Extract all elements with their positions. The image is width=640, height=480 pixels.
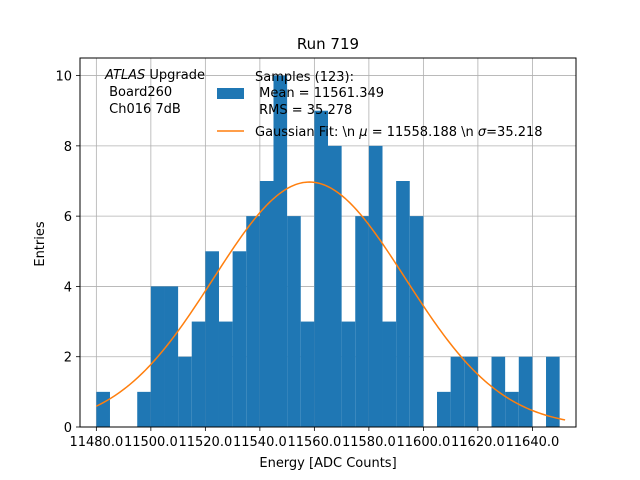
histogram-bar	[450, 356, 465, 427]
histogram-bar	[355, 216, 369, 427]
annotation-atlas: ATLAS	[104, 68, 145, 83]
legend-fit-prefix: Gaussian Fit: \n	[255, 125, 359, 140]
x-tick-label: 11620.0	[451, 435, 505, 450]
histogram-bar	[218, 321, 233, 427]
y-tick-label: 4	[64, 280, 72, 295]
x-tick-label: 11520.0	[178, 435, 232, 450]
histogram-bar	[287, 216, 301, 427]
x-tick-label: 11500.0	[124, 435, 178, 450]
y-tick-label: 10	[55, 70, 72, 85]
legend-fit-text: Gaussian Fit: \n μ = 11558.188 \n σ=35.2…	[255, 125, 543, 140]
x-tick-label: 11540.0	[233, 435, 287, 450]
histogram-bar	[396, 181, 410, 427]
histogram-bar	[368, 145, 383, 427]
legend-fit-sigma-value: =35.218	[486, 125, 542, 140]
legend-swatch-samples	[217, 88, 244, 99]
legend-samples-line-2: Mean = 11561.349	[255, 86, 384, 101]
histogram-bar	[178, 356, 192, 427]
histogram-bar	[409, 216, 424, 427]
histogram-bar	[96, 391, 110, 427]
histogram-bars	[96, 75, 560, 428]
histogram-bar	[341, 321, 356, 427]
histogram-bar	[191, 321, 206, 427]
legend-fit-sigma-symbol: σ	[478, 125, 487, 140]
histogram-bar	[546, 356, 560, 427]
histogram-bar	[505, 391, 519, 427]
legend: Samples (123): Mean = 11561.349 RMS = 35…	[217, 70, 543, 140]
histogram-bar	[314, 110, 328, 427]
x-tick-label: 11480.0	[69, 435, 123, 450]
histogram-bar	[273, 75, 288, 428]
histogram-bar	[382, 321, 397, 427]
y-tick-label: 8	[64, 140, 72, 155]
plot-frame	[79, 57, 577, 428]
y-tick-label: 6	[64, 210, 72, 225]
histogram-bar	[205, 251, 219, 427]
histogram-bar	[437, 391, 451, 427]
x-tick-label: 11600.0	[397, 435, 451, 450]
annotation-line-3: Ch016 7dB	[105, 102, 181, 117]
histogram-bar	[518, 356, 533, 427]
legend-fit-mu-value: = 11558.188 \n	[368, 125, 478, 140]
histogram-bar	[328, 145, 342, 427]
y-axis-label: Entries	[33, 221, 48, 267]
y-tick-label: 2	[64, 351, 72, 366]
histogram-bar	[232, 251, 247, 427]
gaussian-fit-line	[96, 181, 566, 421]
annotation-line-1: ATLAS Upgrade	[104, 68, 205, 83]
y-axis: 0 2 4 6 8 10	[55, 70, 80, 436]
y-tick-label: 0	[64, 421, 72, 436]
annotation-upgrade: Upgrade	[145, 68, 205, 83]
gaussian-fit	[96, 181, 566, 421]
x-tick-label: 11580.0	[342, 435, 396, 450]
annotation-line-2: Board260	[105, 85, 172, 100]
x-tick-label: 11560.0	[287, 435, 341, 450]
histogram-bar	[259, 181, 274, 427]
histogram-bar	[246, 216, 260, 427]
chart-title: Run 719	[297, 35, 359, 53]
legend-samples-line-3: RMS = 35.278	[255, 103, 352, 118]
histogram-bar	[464, 356, 478, 427]
x-axis: 11480.0 11500.0 11520.0 11540.0 11560.0 11580…	[69, 427, 559, 450]
x-axis-label: Energy [ADC Counts]	[259, 456, 396, 471]
histogram-bar	[164, 286, 179, 427]
histogram-bar	[300, 321, 315, 427]
legend-samples-line-1: Samples (123):	[255, 70, 354, 85]
x-tick-label: 11640.0	[506, 435, 560, 450]
atlas-annotation: ATLAS Upgrade Board260 Ch016 7dB	[104, 68, 205, 117]
histogram-bar	[137, 391, 151, 427]
legend-fit-mu-symbol: μ	[358, 125, 367, 140]
